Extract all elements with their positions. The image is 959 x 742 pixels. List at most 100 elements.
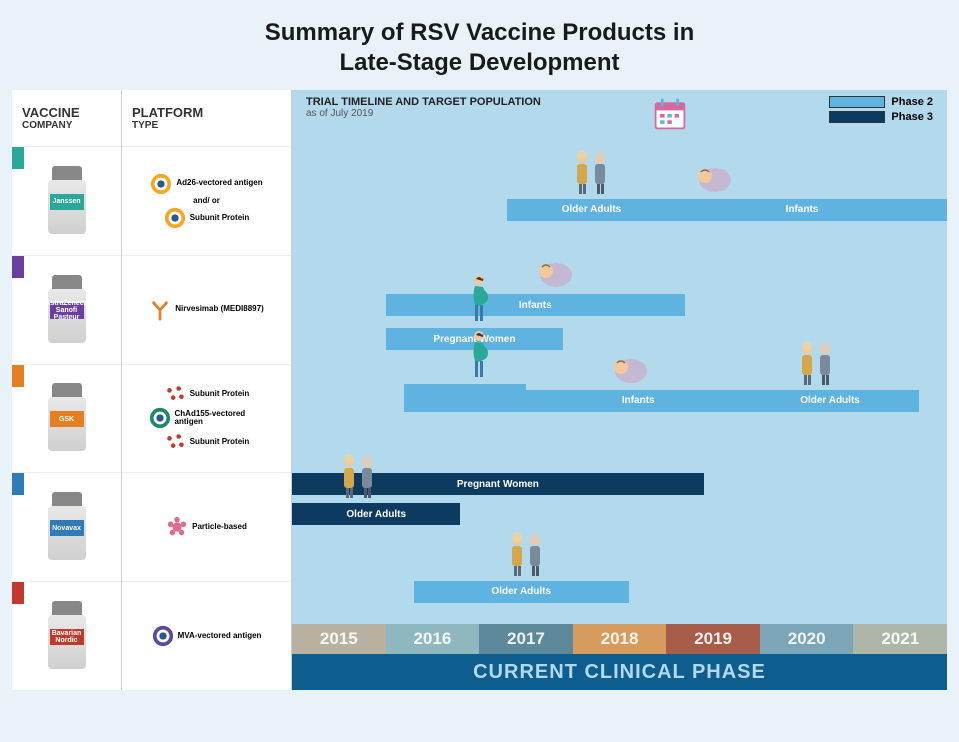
company-name: Bavarian Nordic bbox=[50, 629, 84, 645]
year-cell: 2019 bbox=[666, 624, 760, 654]
trial-bar: Older Adults bbox=[507, 199, 675, 221]
infant-icon bbox=[693, 162, 733, 201]
platform-item: Nirvesimab (MEDI8897) bbox=[149, 299, 263, 321]
platform-header-big: PLATFORM bbox=[132, 105, 281, 120]
year-cell: 2021 bbox=[853, 624, 947, 654]
dots-icon bbox=[164, 383, 186, 405]
company-tab bbox=[12, 473, 24, 495]
ring-icon bbox=[164, 207, 186, 229]
platform-header: PLATFORM TYPE bbox=[122, 90, 291, 146]
platform-item: Subunit Protein bbox=[164, 207, 250, 229]
platform-label: Ad26-vectored antigen bbox=[176, 179, 262, 188]
vaccine-vial-icon: Janssen bbox=[45, 166, 89, 236]
infant-icon bbox=[534, 257, 574, 296]
platform-row: Ad26-vectored antigen and/ or Subunit Prot… bbox=[122, 146, 291, 255]
legend-phase2: Phase 2 bbox=[829, 96, 933, 108]
platform-item: and/ or bbox=[193, 197, 220, 206]
ring-icon bbox=[152, 625, 174, 647]
phase-band: CURRENT CLINICAL PHASE bbox=[292, 654, 947, 690]
platform-item: ChAd155-vectored antigen bbox=[149, 407, 265, 429]
company-tab bbox=[12, 582, 24, 604]
ring-icon bbox=[150, 173, 172, 195]
year-cell: 2018 bbox=[573, 624, 667, 654]
platform-item: Subunit Protein bbox=[164, 383, 250, 405]
older-icon bbox=[570, 150, 612, 201]
year-axis: 2015201620172018201920202021 bbox=[292, 624, 947, 654]
platform-item: Particle-based bbox=[166, 516, 247, 538]
company-header-small: COMPANY bbox=[22, 120, 111, 131]
legend-label-phase2: Phase 2 bbox=[891, 96, 933, 108]
column-platform: PLATFORM TYPE Ad26-vectored antigen and/ … bbox=[122, 90, 292, 690]
platform-row: MVA-vectored antigen bbox=[122, 581, 291, 690]
vaccine-vial-icon: Bavarian Nordic bbox=[45, 601, 89, 671]
timeline-header-text: TRIAL TIMELINE AND TARGET POPULATION as … bbox=[306, 96, 541, 119]
legend-swatch-phase2 bbox=[829, 96, 885, 108]
calendar-icon bbox=[652, 96, 688, 132]
company-row: GSK bbox=[12, 364, 121, 473]
platform-label: Subunit Protein bbox=[190, 214, 250, 223]
particle-icon bbox=[166, 516, 188, 538]
platform-item: MVA-vectored antigen bbox=[152, 625, 262, 647]
year-cell: 2015 bbox=[292, 624, 386, 654]
platform-label: Subunit Protein bbox=[190, 438, 250, 447]
platform-label: Particle-based bbox=[192, 523, 247, 532]
timeline-subtitle: as of July 2019 bbox=[306, 108, 541, 119]
older-icon bbox=[795, 341, 837, 392]
company-row: AstraZeneca Sanofi Pasteur bbox=[12, 255, 121, 364]
trial-bar: Pregnant Women bbox=[292, 473, 704, 495]
main-grid: VACCINE COMPANY Janssen AstraZeneca Sano… bbox=[12, 90, 947, 690]
timeline-panel: TRIAL TIMELINE AND TARGET POPULATION as … bbox=[292, 90, 947, 690]
company-row: Janssen bbox=[12, 146, 121, 255]
trial-bar: Infants bbox=[386, 294, 685, 316]
year-cell: 2020 bbox=[760, 624, 854, 654]
vaccine-vial-icon: Novavax bbox=[45, 492, 89, 562]
phase-band-label: CURRENT CLINICAL PHASE bbox=[473, 661, 766, 684]
platform-row: Subunit Protein ChAd155-vectored antigen S… bbox=[122, 364, 291, 473]
company-tab bbox=[12, 256, 24, 278]
company-row: Novavax bbox=[12, 472, 121, 581]
trial-bar: Older Adults bbox=[414, 581, 629, 603]
legend-label-phase3: Phase 3 bbox=[891, 111, 933, 123]
legend-phase3: Phase 3 bbox=[829, 111, 933, 123]
title-line-2: Late-Stage Development bbox=[339, 49, 619, 76]
company-header: VACCINE COMPANY bbox=[12, 90, 121, 146]
bars-area: Older Adults Infants Infants Pregnant Wo… bbox=[292, 146, 947, 624]
platform-label: and/ or bbox=[193, 197, 220, 206]
title-line-1: Summary of RSV Vaccine Products in bbox=[265, 19, 694, 46]
legend-swatch-phase3 bbox=[829, 111, 885, 123]
platform-row: Nirvesimab (MEDI8897) bbox=[122, 255, 291, 364]
trial-bar: Pregnant Women bbox=[386, 328, 564, 350]
trial-bar bbox=[404, 384, 526, 406]
legend: Phase 2 Phase 3 bbox=[829, 96, 933, 123]
company-name: AstraZeneca Sanofi Pasteur bbox=[50, 303, 84, 319]
ring-icon bbox=[149, 407, 171, 429]
timeline-title: TRIAL TIMELINE AND TARGET POPULATION bbox=[306, 96, 541, 108]
company-tab bbox=[12, 147, 24, 169]
platform-label: Nirvesimab (MEDI8897) bbox=[175, 305, 263, 314]
older-icon bbox=[505, 532, 547, 583]
platform-item: Ad26-vectored antigen bbox=[150, 173, 262, 195]
company-row: Bavarian Nordic bbox=[12, 581, 121, 690]
trial-bar: Infants bbox=[657, 199, 947, 221]
platform-label: MVA-vectored antigen bbox=[178, 632, 262, 641]
vaccine-vial-icon: AstraZeneca Sanofi Pasteur bbox=[45, 275, 89, 345]
year-cell: 2016 bbox=[386, 624, 480, 654]
column-company: VACCINE COMPANY Janssen AstraZeneca Sano… bbox=[12, 90, 122, 690]
trial-bar: Older Adults bbox=[292, 503, 460, 525]
page-title: Summary of RSV Vaccine Products in Late-… bbox=[0, 0, 959, 90]
timeline-header: TRIAL TIMELINE AND TARGET POPULATION as … bbox=[292, 90, 947, 146]
platform-row: Particle-based bbox=[122, 472, 291, 581]
company-name: Janssen bbox=[50, 194, 84, 210]
company-tab bbox=[12, 365, 24, 387]
dots-icon bbox=[164, 431, 186, 453]
trial-bar: Older Adults bbox=[741, 390, 919, 412]
platform-label: Subunit Protein bbox=[190, 390, 250, 399]
company-name: Novavax bbox=[50, 520, 84, 536]
company-name: GSK bbox=[50, 411, 84, 427]
infant-icon bbox=[609, 353, 649, 392]
platform-label: ChAd155-vectored antigen bbox=[175, 410, 265, 428]
vaccine-vial-icon: GSK bbox=[45, 383, 89, 453]
platform-item: Subunit Protein bbox=[164, 431, 250, 453]
antibody-icon bbox=[149, 299, 171, 321]
platform-header-small: TYPE bbox=[132, 120, 281, 131]
